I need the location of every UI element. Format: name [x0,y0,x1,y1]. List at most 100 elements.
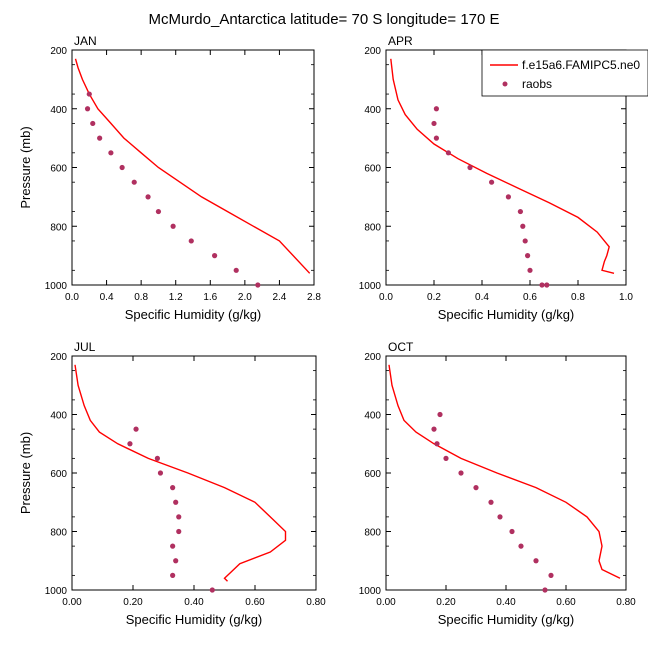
obs-point [458,470,464,476]
legend: f.e15a6.FAMIPC5.ne0 raobs [481,49,648,97]
obs-point [431,426,437,432]
obs-point [155,208,162,215]
y-tick-label: 200 [50,46,67,57]
obs-point [176,528,182,535]
x-tick-label: 0.60 [556,597,576,608]
x-tick-label: 2.8 [307,292,321,303]
obs-point [473,485,479,491]
obs-point [133,426,139,432]
figure-title: McMurdo_Antarctica latitude= 70 S longit… [148,11,499,28]
legend-obs-marker [502,81,508,87]
x-axis-label: Specific Humidity (g/kg) [438,612,575,627]
obs-point [433,135,439,141]
panel-apr: APR 0.0 0.2 0.4 0.6 0.8 1.0 200 400 600 800 1000 Spe… [359,34,634,322]
x-tick-label: 0.80 [306,597,326,608]
y-tick-label: 1000 [45,281,68,292]
x-tick-label: 2.4 [272,292,286,303]
x-tick-label: 0.20 [123,597,143,608]
obs-point [467,164,473,171]
x-tick-label: 0.60 [245,597,265,608]
obs-point [97,135,103,141]
obs-point [145,194,151,200]
x-tick-label: 0.8 [134,292,148,303]
obs-point [522,238,528,244]
x-axis-label: Specific Humidity (g/kg) [126,612,263,627]
panel-jan: JAN 0.0 0.4 0.8 1.2 1.6 2.0 2.4 2.8 200 400 600 800 1… [18,34,321,322]
legend-obs-label: raobs [522,77,552,91]
obs-point [157,470,164,476]
x-tick-label: 0.40 [496,597,516,608]
panel-jul: JUL 0.00 0.20 0.40 0.60 0.80 200 400 600 800 1000 S… [18,340,326,627]
obs-point [539,282,545,288]
obs-point [542,587,548,593]
y-axis-label: Pressure (mb) [18,126,33,208]
panel-title: JAN [74,34,97,48]
plot-frame [385,355,627,591]
obs-point [127,441,133,447]
obs-point [527,267,533,273]
obs-point [548,572,554,578]
x-axis-label: Specific Humidity (g/kg) [438,307,575,322]
y-tick-label: 1000 [359,281,382,292]
x-tick-label: 2.0 [238,292,252,303]
x-tick-label: 0.4 [100,292,114,303]
panel-oct: OCT 0.00 0.20 0.40 0.60 0.80 200 400 600 800 1000 S… [359,340,636,627]
y-tick-label: 600 [50,469,67,480]
obs-point [533,558,539,564]
model-line [74,364,287,582]
x-tick-label: 0.80 [616,597,636,608]
panel-title: JUL [74,340,96,354]
y-axis-label: Pressure (mb) [18,432,33,514]
x-tick-label: 0.6 [523,292,537,303]
panel-title: APR [388,34,413,48]
obs-point [517,208,524,215]
obs-point [434,441,440,447]
x-tick-label: 1.6 [203,292,217,303]
obs-point [437,411,443,418]
model-line [74,58,311,274]
obs-point [525,253,531,259]
x-tick-label: 1.0 [619,292,633,303]
obs-point [108,150,114,156]
y-tick-label: 1000 [359,586,382,597]
y-tick-label: 600 [364,469,381,480]
model-line [388,364,621,579]
y-tick-label: 200 [364,46,381,57]
x-tick-label: 0.20 [436,597,456,608]
x-tick-label: 0.00 [376,597,396,608]
obs-point [233,267,239,273]
x-tick-label: 0.2 [427,292,441,303]
obs-point [443,455,449,461]
y-tick-label: 1000 [45,586,68,597]
obs-point [212,253,218,259]
obs-point [544,282,550,288]
y-tick-label: 600 [50,164,67,175]
y-tick-label: 600 [364,164,381,175]
panels: JAN 0.0 0.4 0.8 1.2 1.6 2.0 2.4 2.8 200 400 600 800 1… [18,34,636,627]
x-tick-label: 0.40 [184,597,204,608]
obs-point [170,485,176,491]
obs-point [509,528,515,535]
y-tick-label: 800 [364,528,381,539]
obs-point [520,223,526,229]
y-tick-label: 400 [50,105,67,116]
obs-point [131,179,137,185]
plot-frame [71,355,317,591]
y-tick-label: 400 [364,105,381,116]
x-tick-label: 0.00 [62,597,82,608]
x-tick-label: 1.2 [169,292,183,303]
plot-frame [71,49,315,286]
obs-point [255,282,261,288]
x-tick-label: 0.4 [475,292,489,303]
obs-point [170,223,176,229]
legend-box [481,49,648,97]
obs-point [431,120,437,127]
obs-point [445,150,451,156]
y-tick-label: 400 [50,411,67,422]
obs-point [518,543,524,549]
obs-point [176,514,182,520]
obs-point [497,514,503,520]
obs-point [188,238,194,244]
obs-point [173,558,179,564]
